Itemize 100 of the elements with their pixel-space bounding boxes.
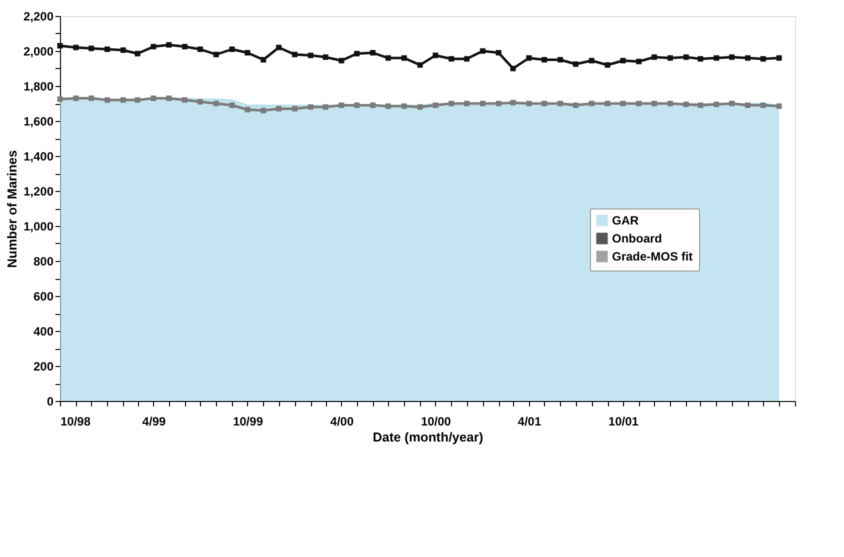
point bbox=[760, 102, 766, 108]
y-tick-label: 1,400 bbox=[23, 150, 54, 164]
y-tick-label: 400 bbox=[33, 324, 54, 338]
point bbox=[480, 100, 486, 106]
point bbox=[308, 104, 314, 110]
point bbox=[480, 48, 486, 54]
point bbox=[338, 58, 344, 64]
point bbox=[729, 54, 735, 60]
y-axis-title: Number of Marines bbox=[4, 150, 20, 268]
point bbox=[432, 52, 438, 58]
legend-label: Grade-MOS fit bbox=[612, 250, 693, 264]
point bbox=[496, 50, 502, 56]
point bbox=[150, 44, 156, 50]
y-tick-label: 1,600 bbox=[23, 114, 54, 128]
point bbox=[652, 100, 658, 106]
point bbox=[714, 102, 720, 108]
point bbox=[776, 103, 782, 109]
point bbox=[401, 55, 407, 61]
point bbox=[620, 100, 626, 106]
point bbox=[510, 100, 516, 106]
point bbox=[244, 106, 250, 112]
point bbox=[636, 100, 642, 106]
point bbox=[73, 44, 79, 50]
point bbox=[150, 96, 156, 101]
point bbox=[448, 56, 454, 62]
point bbox=[464, 56, 470, 62]
point bbox=[776, 55, 782, 61]
y-tick-label: 200 bbox=[33, 360, 54, 374]
point bbox=[197, 46, 203, 52]
point bbox=[558, 100, 564, 106]
point bbox=[667, 100, 673, 106]
point bbox=[698, 102, 704, 108]
x-tick-label: 10/99 bbox=[232, 414, 264, 428]
point bbox=[354, 50, 360, 56]
point bbox=[714, 55, 720, 61]
point bbox=[260, 108, 266, 114]
point bbox=[558, 57, 564, 62]
point bbox=[401, 103, 407, 109]
x-tick-label: 4/00 bbox=[330, 414, 354, 428]
point bbox=[182, 44, 188, 50]
point bbox=[244, 50, 250, 56]
point bbox=[698, 56, 704, 62]
y-tick-label: 1,200 bbox=[23, 184, 54, 198]
y-tick-label: 2,000 bbox=[23, 44, 54, 58]
point bbox=[73, 96, 79, 101]
point bbox=[134, 50, 140, 56]
x-tick-label: 4/99 bbox=[142, 414, 166, 428]
point bbox=[760, 56, 766, 62]
point bbox=[745, 102, 750, 108]
point bbox=[322, 54, 328, 60]
point bbox=[604, 62, 610, 68]
point bbox=[464, 100, 470, 106]
point bbox=[276, 44, 282, 50]
y-tick-label: 600 bbox=[33, 290, 54, 304]
y-tick-label: 1,800 bbox=[23, 80, 54, 94]
point bbox=[197, 99, 203, 104]
point bbox=[385, 103, 391, 109]
y-tick-label: 800 bbox=[33, 254, 54, 268]
x-tick-label: 10/00 bbox=[420, 414, 452, 428]
point bbox=[385, 55, 391, 61]
point bbox=[448, 100, 454, 106]
point bbox=[683, 54, 689, 60]
legend-label: GAR bbox=[612, 214, 639, 228]
point bbox=[88, 96, 94, 101]
x-axis-title: Date (month/year) bbox=[372, 430, 484, 444]
point bbox=[120, 47, 126, 53]
point bbox=[229, 102, 235, 108]
point bbox=[292, 106, 298, 112]
point bbox=[292, 52, 298, 58]
point bbox=[510, 66, 516, 72]
y-tick-label: 0 bbox=[46, 394, 54, 408]
point bbox=[213, 52, 219, 58]
y-tick-label: 2,200 bbox=[23, 10, 54, 24]
point bbox=[526, 100, 532, 106]
point bbox=[588, 100, 594, 106]
y-tick-label: 1,000 bbox=[23, 220, 54, 234]
point bbox=[636, 58, 642, 64]
point bbox=[542, 100, 548, 106]
point bbox=[166, 96, 172, 101]
point bbox=[683, 102, 689, 108]
point bbox=[354, 102, 360, 108]
point bbox=[229, 46, 235, 52]
point bbox=[338, 102, 344, 108]
point bbox=[104, 97, 110, 103]
point bbox=[745, 55, 750, 61]
point bbox=[667, 55, 673, 61]
point bbox=[166, 42, 172, 48]
legend-label: Onboard bbox=[612, 232, 662, 246]
point bbox=[276, 106, 282, 112]
point bbox=[260, 57, 266, 62]
point bbox=[182, 97, 188, 103]
point bbox=[322, 104, 328, 110]
point bbox=[620, 58, 626, 64]
point bbox=[588, 58, 594, 64]
point bbox=[134, 97, 140, 103]
point bbox=[57, 43, 63, 48]
point bbox=[604, 100, 610, 106]
point bbox=[370, 50, 376, 56]
point bbox=[88, 46, 94, 52]
point bbox=[432, 102, 438, 108]
